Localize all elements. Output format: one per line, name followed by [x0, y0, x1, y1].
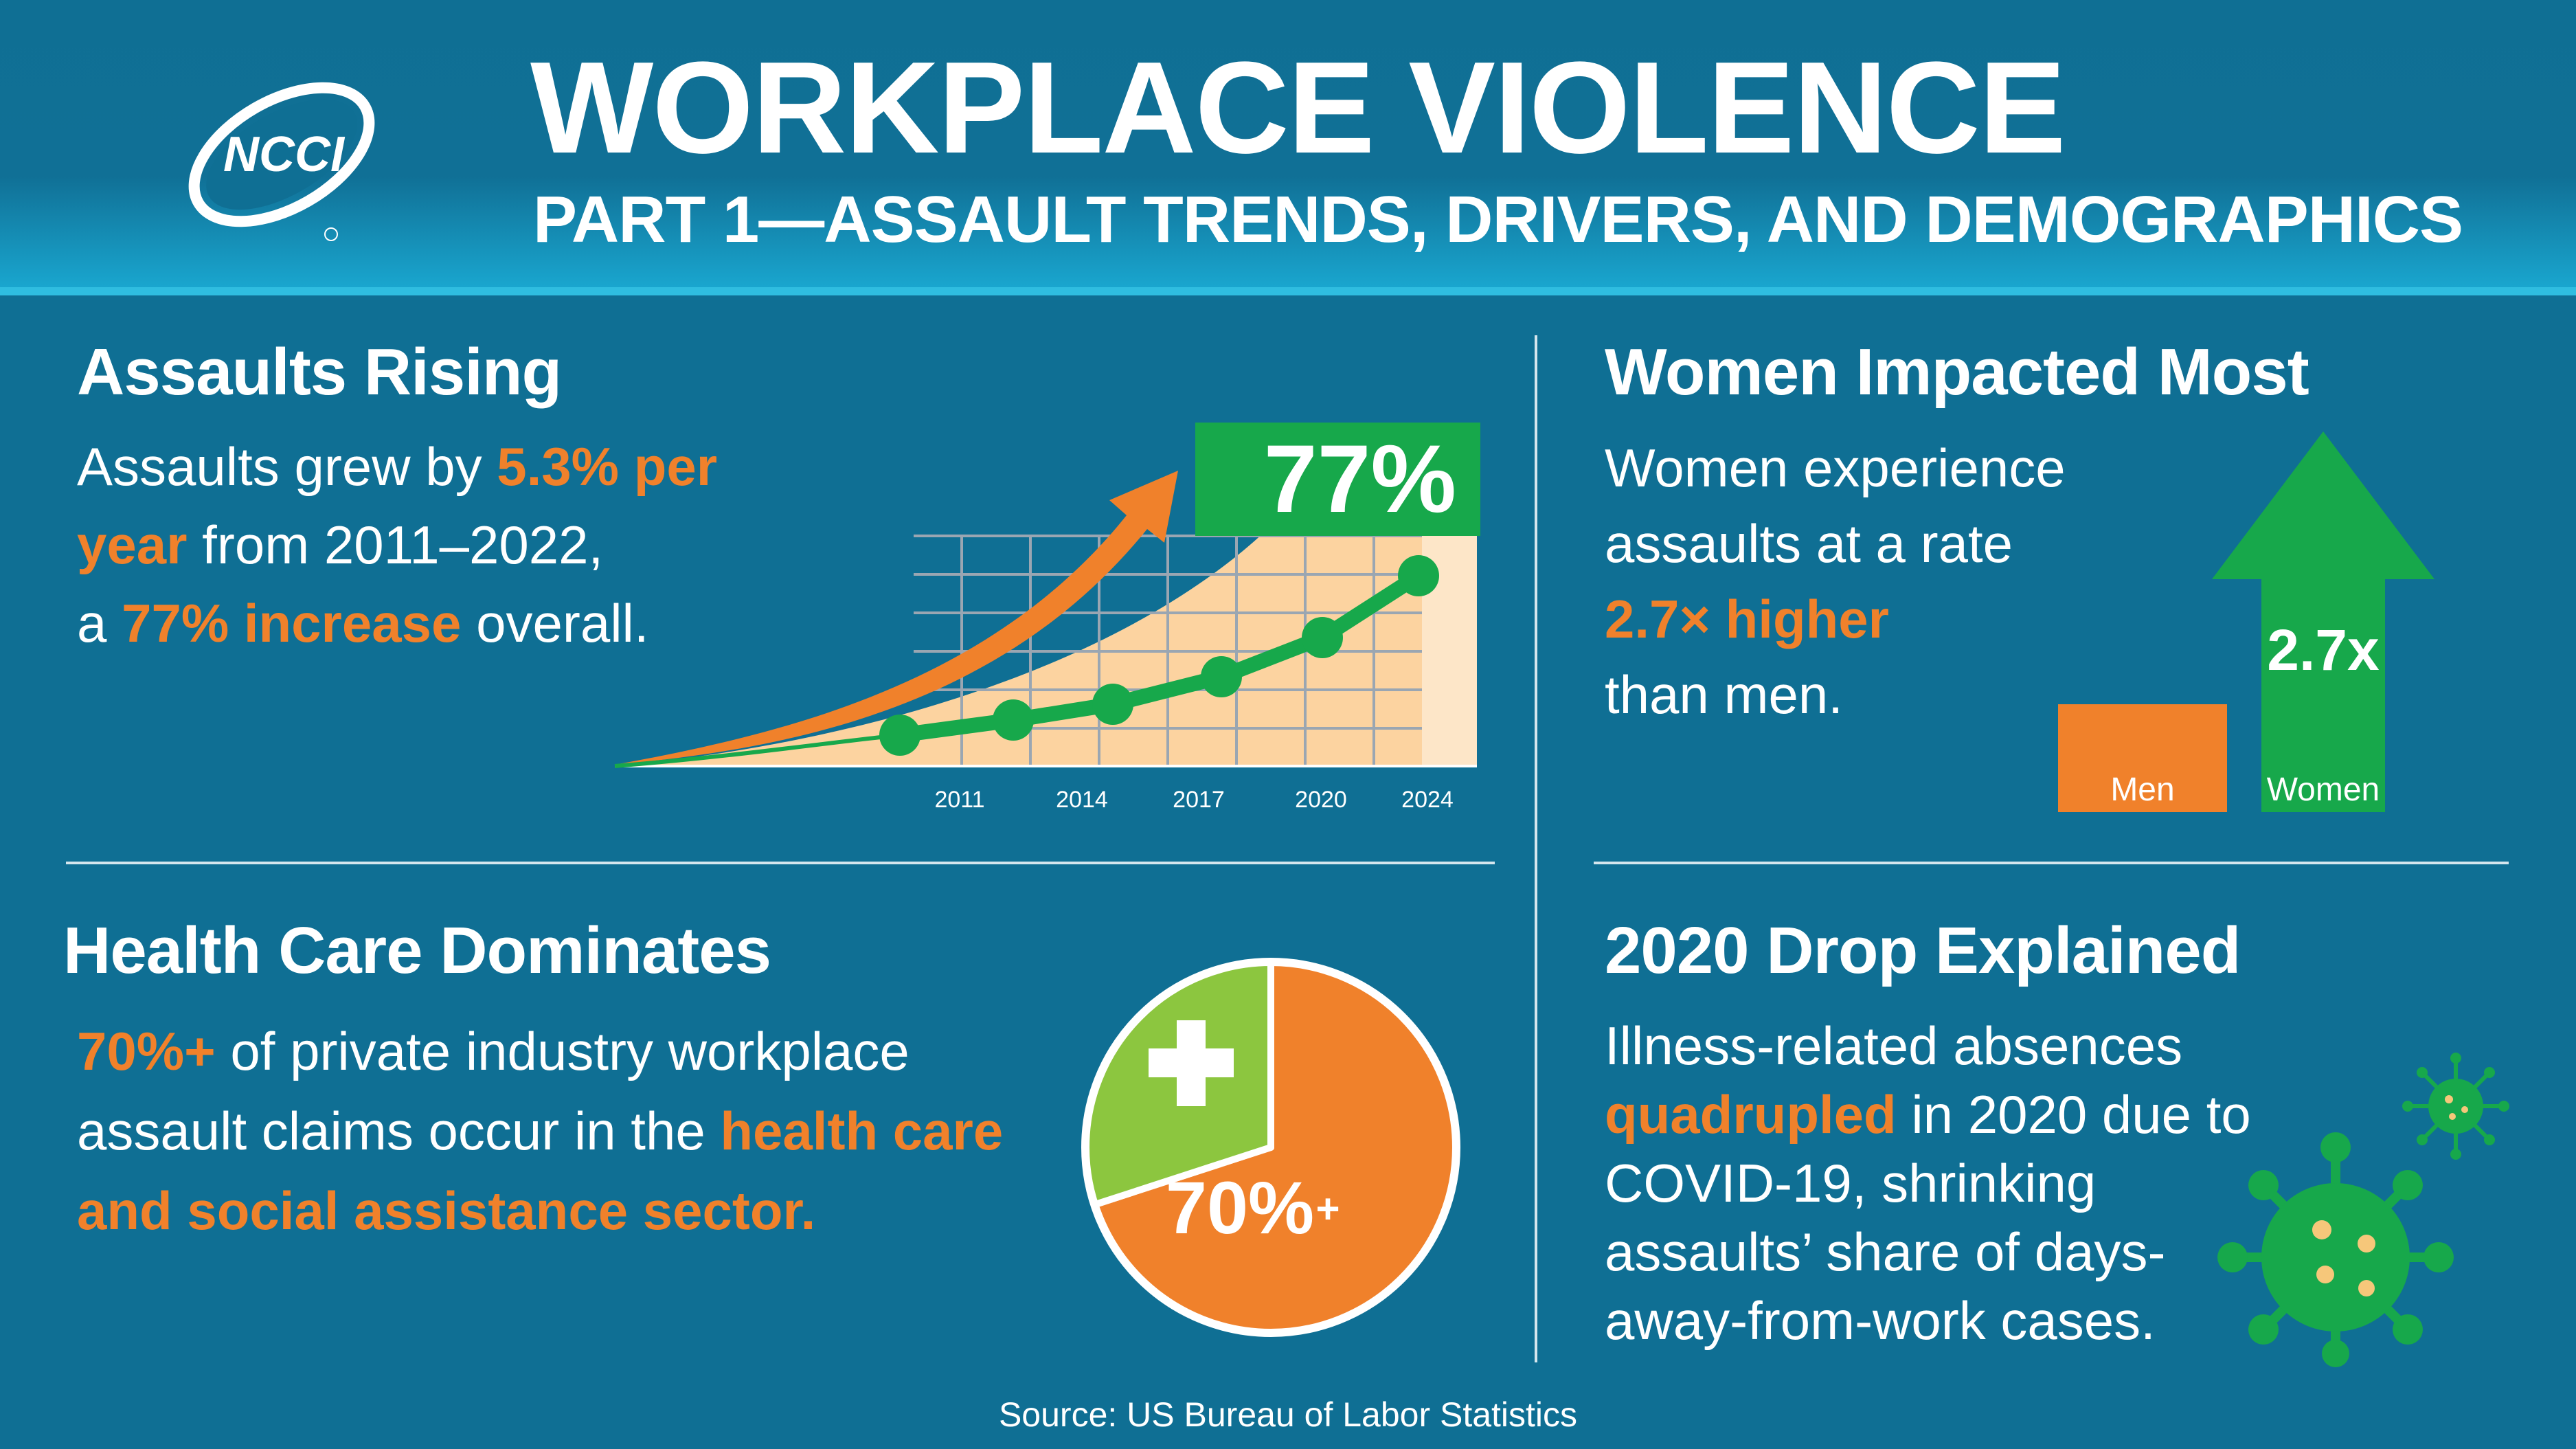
x-tick-label: 2017: [1173, 787, 1225, 813]
pie-label-sup: +: [1315, 1186, 1340, 1232]
assaults-rising-text: Assaults grew by 5.3% per year from 2011…: [77, 436, 718, 653]
x-tick-label: 2020: [1295, 787, 1347, 813]
left-horizontal-divider: [66, 862, 1495, 864]
page-subtitle: PART 1—ASSAULT TRENDS, DRIVERS, AND DEMO…: [533, 183, 2463, 256]
increase-badge: [1195, 423, 1480, 536]
right-horizontal-divider: [1594, 862, 2509, 864]
trend-point: [1398, 555, 1439, 596]
men-bar: [2058, 704, 2227, 812]
assaults-rising-heading: Assaults Rising: [77, 335, 562, 409]
pie-label: 70%: [1166, 1166, 1314, 1249]
x-tick-label: 2011: [934, 787, 984, 813]
women-bar-label: Women: [2267, 772, 2380, 808]
trend-point: [1201, 656, 1242, 697]
x-tick-label: 2024: [1401, 787, 1454, 813]
medical-cross-icon: [1149, 1020, 1234, 1106]
page-title: WORKPLACE VIOLENCE: [530, 35, 2066, 181]
women-arrow-value: 2.7x: [2267, 618, 2380, 682]
increase-badge-label: 77%: [1264, 425, 1456, 532]
large-virus-icon: [2217, 1132, 2454, 1367]
trend-point: [993, 699, 1034, 741]
source-note: Source: US Bureau of Labor Statistics: [998, 1395, 1578, 1434]
vertical-divider: [1535, 335, 1537, 1362]
assaults-trend-chart: 77% 2011 2014 2017 2020 2024: [614, 423, 1480, 813]
header-banner: [0, 0, 2576, 294]
women-text: Women experience assaults at a rate 2.7×…: [1605, 438, 2066, 725]
trend-point: [879, 715, 920, 756]
drop-2020-heading: 2020 Drop Explained: [1605, 914, 2241, 987]
drop-2020-text: Illness-related absences quadrupled in 2…: [1605, 1015, 2251, 1351]
trend-point: [1092, 684, 1133, 725]
virus-icon: [2217, 1053, 2509, 1367]
header-accent-bar: [0, 287, 2576, 295]
trend-arrow: [615, 471, 1178, 765]
men-bar-label: Men: [2110, 772, 2174, 808]
small-virus-icon: [2402, 1053, 2509, 1160]
pie-outline: [1081, 958, 1460, 1337]
logo-text: NCCI: [223, 127, 346, 182]
trend-point: [1302, 617, 1343, 658]
health-care-pie-chart: 70% +: [1081, 958, 1460, 1337]
women-arrow-bar: [2212, 431, 2434, 812]
gender-comparison-chart: 2.7x Men Women: [2058, 431, 2434, 812]
health-care-heading: Health Care Dominates: [63, 914, 771, 987]
ncci-logo: NCCI: [188, 82, 375, 241]
health-care-text: 70%+ of private industry workplace assau…: [77, 1021, 1004, 1241]
growth-area: [615, 532, 1477, 766]
women-heading: Women Impacted Most: [1605, 335, 2309, 409]
trend-line-tail: [614, 733, 901, 768]
x-tick-label: 2014: [1056, 787, 1108, 813]
